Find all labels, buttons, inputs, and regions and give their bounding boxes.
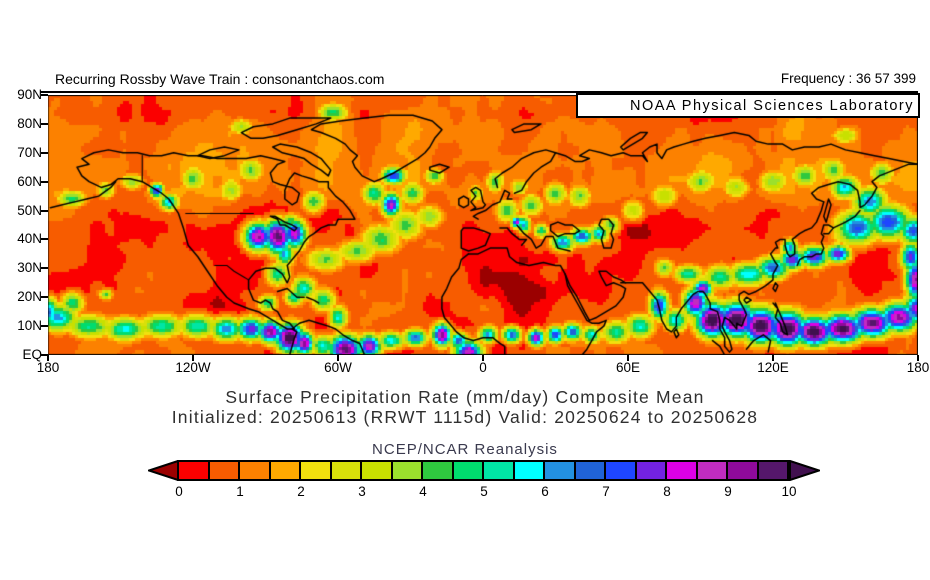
- colorbar-cells: [177, 460, 789, 481]
- lat-tick-label: 90N: [17, 87, 42, 102]
- header-left-text: Recurring Rossby Wave Train : consonantc…: [55, 71, 385, 87]
- lat-tick-label: 80N: [17, 115, 42, 131]
- lon-tick: [47, 355, 49, 361]
- lon-tick-label: 180: [906, 360, 930, 375]
- plot-subtitle: Initialized: 20250613 (RRWT 1115d) Valid…: [171, 407, 759, 427]
- lat-tick-label: 50N: [17, 202, 42, 218]
- lat-tick: [41, 325, 48, 328]
- colorbar-tick-label: 9: [724, 484, 732, 499]
- colorbar-tick-label: 1: [236, 484, 244, 499]
- colorbar-tick-label: 7: [602, 484, 610, 499]
- colorbar-cell: [207, 460, 240, 481]
- lon-tick: [772, 355, 774, 361]
- lon-tick-label: 120W: [175, 360, 211, 375]
- lon-tick: [917, 355, 919, 361]
- colorbar-cell: [634, 460, 667, 481]
- lon-tick-label: 0: [479, 360, 487, 375]
- lat-tick-label: EQ: [22, 347, 42, 362]
- colorbar-cell: [360, 460, 393, 481]
- colorbar-cell: [756, 460, 789, 481]
- precipitation-map-canvas: [48, 95, 918, 355]
- colorbar-cell: [329, 460, 362, 481]
- lon-tick-label: 60W: [324, 360, 352, 375]
- lat-tick-label: 40N: [17, 231, 42, 247]
- lat-tick-label: 60N: [17, 173, 42, 189]
- colorbar-cell: [726, 460, 759, 481]
- colorbar-cell: [421, 460, 454, 481]
- colorbar-tick-label: 0: [175, 484, 183, 499]
- lat-tick-label: 20N: [17, 289, 42, 305]
- lon-tick: [627, 355, 629, 361]
- lon-tick: [482, 355, 484, 361]
- colorbar-over-arrow: [789, 460, 820, 481]
- lon-tick-label: 180: [36, 360, 60, 375]
- colorbar-cell: [573, 460, 606, 481]
- lon-tick-label: 60E: [615, 360, 641, 375]
- colorbar-cell: [604, 460, 637, 481]
- colorbar-tick-label: 8: [663, 484, 671, 499]
- colorbar-cell: [695, 460, 728, 481]
- lat-tick: [41, 180, 48, 183]
- lat-tick: [41, 296, 48, 299]
- colorbar-tick-label: 6: [541, 484, 549, 499]
- plot-title: Surface Precipitation Rate (mm/day) Comp…: [225, 387, 705, 407]
- frequency-text: Frequency : 36 57 399: [780, 71, 916, 86]
- lat-tick-label: 10N: [17, 318, 42, 334]
- colorbar: [148, 460, 820, 481]
- lat-tick-label: 30N: [17, 260, 42, 276]
- lat-tick: [41, 209, 48, 212]
- colorbar-cell: [390, 460, 423, 481]
- lat-tick: [41, 354, 48, 356]
- header-rule: [40, 91, 918, 93]
- lat-tick: [41, 267, 48, 270]
- colorbar-cell: [482, 460, 515, 481]
- lat-tick: [41, 238, 48, 241]
- lat-tick: [41, 94, 48, 96]
- colorbar-cell: [512, 460, 545, 481]
- lat-tick: [41, 122, 48, 125]
- colorbar-tick-label: 4: [419, 484, 427, 499]
- colorbar-cell: [238, 460, 271, 481]
- lat-tick-label: 70N: [17, 144, 42, 160]
- lon-tick: [337, 355, 339, 361]
- data-source-label: NCEP/NCAR Reanalysis: [372, 441, 558, 458]
- colorbar-cell: [299, 460, 332, 481]
- colorbar-cell: [665, 460, 698, 481]
- lon-tick: [192, 355, 194, 361]
- lon-tick-label: 120E: [757, 360, 789, 375]
- colorbar-cell: [451, 460, 484, 481]
- colorbar-cell: [268, 460, 301, 481]
- colorbar-under-arrow: [148, 460, 179, 481]
- lat-tick: [41, 151, 48, 154]
- colorbar-tick-label: 2: [297, 484, 305, 499]
- colorbar-cell: [543, 460, 576, 481]
- colorbar-tick-label: 3: [358, 484, 366, 499]
- noaa-psl-logo-box: NOAA Physical Sciences Laboratory: [576, 93, 920, 118]
- precipitation-map: [48, 95, 918, 355]
- colorbar-tick-label: 10: [781, 484, 797, 499]
- colorbar-cell: [177, 460, 210, 481]
- colorbar-tick-label: 5: [480, 484, 488, 499]
